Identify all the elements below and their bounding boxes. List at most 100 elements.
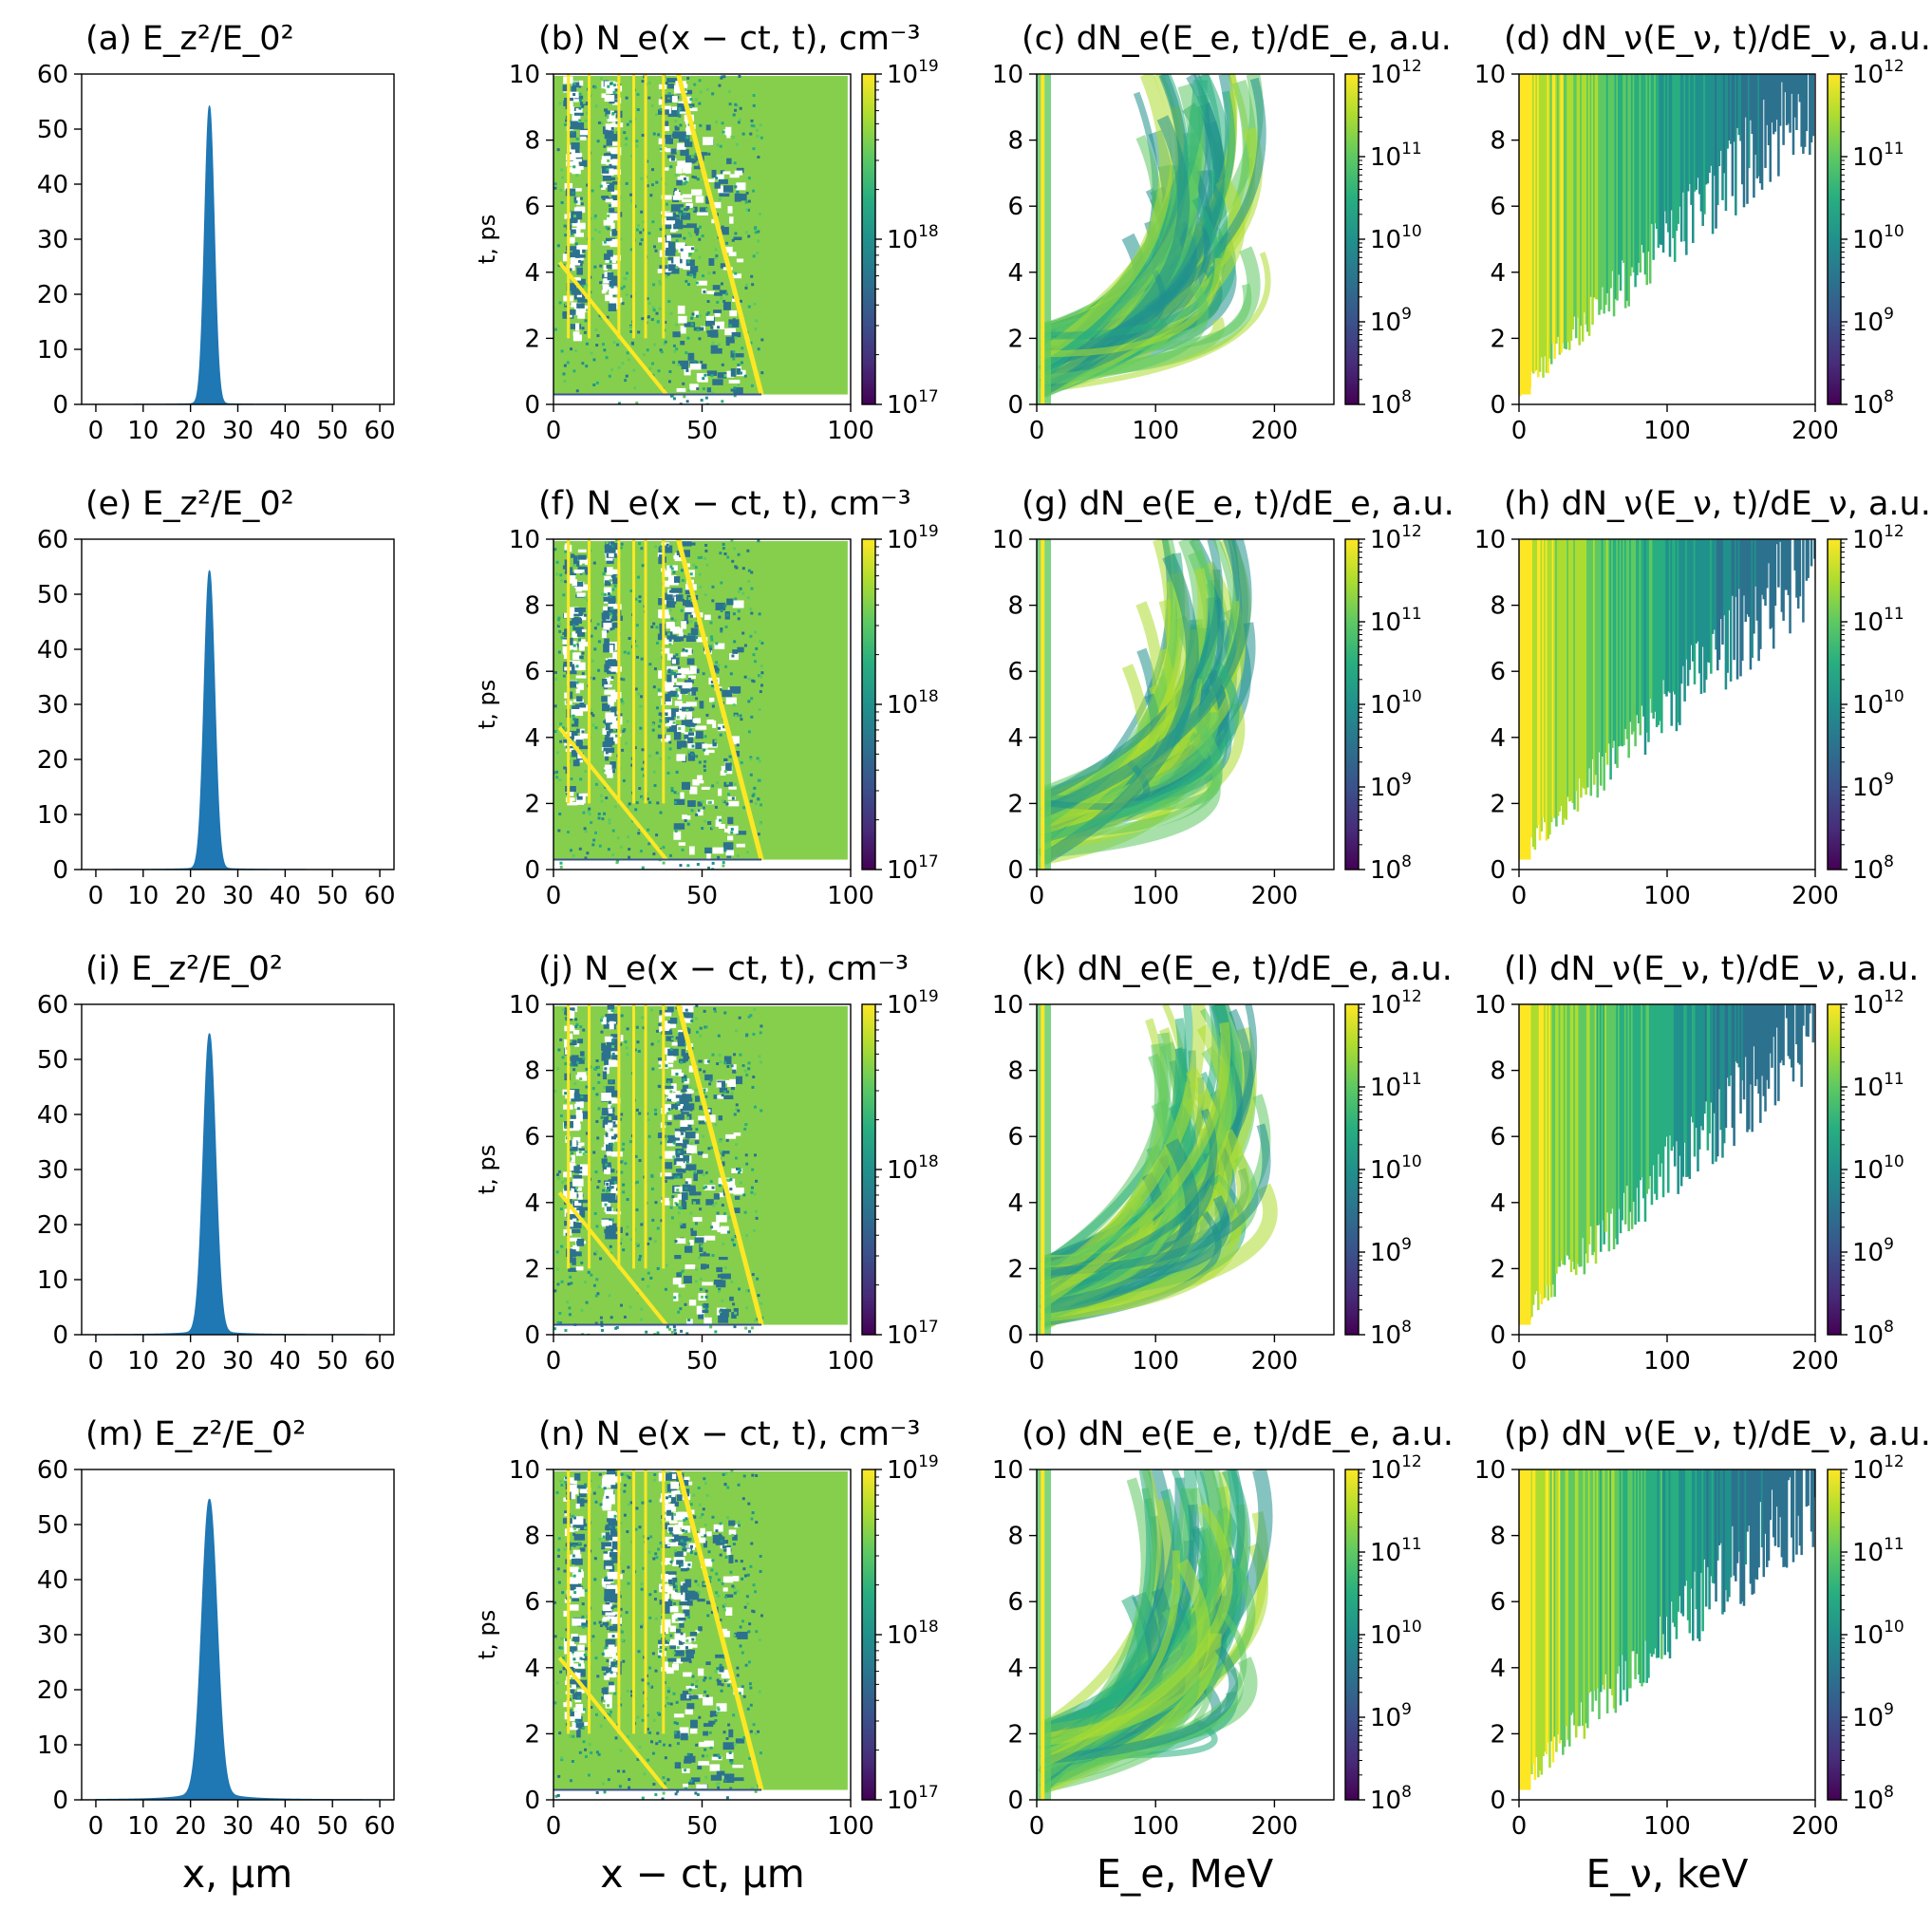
density-speckle: [689, 728, 693, 732]
neutrino-column: [1616, 539, 1619, 768]
density-speckle: [619, 1628, 623, 1632]
density-void: [610, 1499, 615, 1505]
density-void: [668, 720, 676, 725]
density-speckle: [581, 1615, 585, 1619]
density-void: [601, 612, 610, 620]
panel-title: (i) E_z²/E_0²: [85, 950, 283, 988]
density-speckle: [652, 1718, 656, 1722]
density-speckle: [714, 1330, 718, 1334]
x-tick-label: 40: [270, 417, 301, 445]
density-speckle: [572, 93, 576, 97]
density-void: [575, 1101, 584, 1109]
density-speckle: [705, 1754, 709, 1758]
density-speckle: [694, 1017, 698, 1020]
y-tick-label: 10: [37, 1731, 68, 1760]
density-speckle: [611, 1045, 615, 1049]
y-tick-label: 0: [524, 391, 540, 420]
neutrino-column: [1686, 539, 1690, 686]
density-speckle: [586, 283, 590, 287]
density-void: [568, 236, 575, 243]
density-void: [610, 1043, 621, 1053]
density-void: [688, 1300, 697, 1306]
density-speckle: [624, 379, 628, 383]
density-void: [612, 604, 622, 610]
density-speckle: [640, 1307, 644, 1311]
density-speckle: [559, 1207, 563, 1211]
density-speckle: [557, 264, 561, 268]
density-speckle: [672, 1141, 676, 1145]
density-void: [569, 1219, 573, 1227]
density-void: [710, 1774, 722, 1781]
density-speckle: [589, 549, 592, 552]
density-void: [668, 264, 676, 271]
neutrino-column: [1547, 74, 1549, 374]
density-speckle: [564, 1329, 568, 1333]
density-speckle: [717, 664, 721, 667]
density-speckle: [668, 608, 672, 612]
density-void: [714, 643, 725, 649]
density-speckle: [669, 1047, 673, 1051]
density-void: [605, 1232, 615, 1240]
density-void: [575, 323, 580, 331]
panel-title: (h) dN_ν(E_ν, t)/dE_ν, a.u.: [1504, 485, 1931, 523]
neutrino-column: [1540, 1004, 1544, 1304]
density-speckle: [695, 281, 699, 285]
neutrino-column: [1578, 1004, 1581, 1267]
density-speckle: [687, 597, 691, 601]
density-speckle: [589, 94, 592, 98]
density-speckle: [655, 311, 659, 315]
density-void: [611, 263, 618, 270]
density-speckle: [668, 643, 672, 646]
neutrino-column: [1810, 539, 1813, 567]
density-speckle: [732, 1236, 736, 1240]
density-void: [698, 152, 708, 156]
neutrino-column: [1807, 1004, 1810, 1038]
density-void: [609, 1552, 615, 1558]
y-tick-label: 0: [524, 1321, 540, 1350]
density-speckle: [593, 1211, 597, 1215]
neutrino-column: [1693, 1004, 1697, 1157]
density-void: [610, 573, 620, 578]
density-void: [570, 1583, 582, 1591]
density-speckle: [681, 848, 685, 852]
density-speckle: [597, 121, 601, 124]
density-speckle: [575, 664, 579, 668]
density-void: [610, 1135, 616, 1140]
neutrino-column: [1580, 74, 1583, 327]
density-void: [689, 846, 695, 855]
density-void: [718, 1315, 729, 1323]
density-speckle: [612, 341, 616, 345]
density-void: [658, 670, 663, 679]
density-speckle: [723, 1061, 727, 1065]
density-void: [732, 600, 744, 608]
panel-title: (g) dN_e(E_e, t)/dE_e, a.u.: [1022, 485, 1454, 523]
neutrino-column: [1673, 1004, 1677, 1167]
density-void: [673, 637, 682, 643]
density-void: [601, 1505, 610, 1508]
density-void: [689, 363, 702, 370]
density-speckle: [591, 237, 594, 241]
density-void: [676, 1494, 683, 1502]
density-speckle: [721, 1299, 724, 1302]
density-void: [716, 1214, 727, 1223]
density-speckle: [618, 1242, 622, 1245]
density-void: [682, 670, 694, 675]
density-void: [685, 1685, 698, 1690]
density-speckle: [555, 770, 559, 774]
density-void: [607, 567, 613, 575]
density-speckle: [638, 595, 642, 599]
density-speckle: [682, 648, 685, 652]
density-void: [696, 809, 703, 816]
density-void: [603, 596, 610, 602]
density-speckle: [721, 400, 724, 403]
colorbar-tick-label: 108: [1852, 1318, 1894, 1350]
density-speckle: [665, 1064, 668, 1068]
x-tick-label: 50: [317, 882, 348, 910]
density-speckle: [746, 208, 750, 212]
density-void: [605, 730, 612, 739]
y-tick-label: 6: [524, 658, 540, 686]
x-tick-label: 0: [88, 1347, 104, 1376]
neutrino-column: [1795, 1004, 1798, 1045]
density-speckle: [647, 1242, 650, 1245]
density-void: [676, 682, 684, 685]
